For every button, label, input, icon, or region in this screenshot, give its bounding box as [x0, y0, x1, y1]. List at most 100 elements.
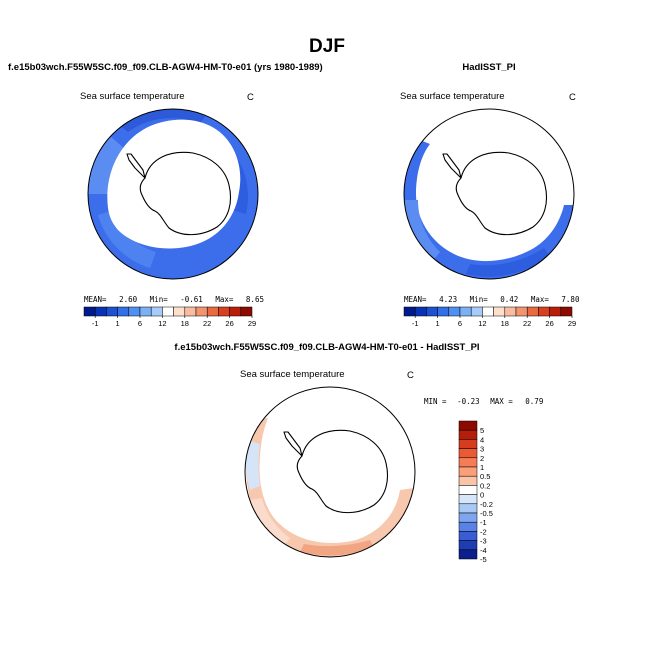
- colorbar-swatch: [458, 549, 478, 560]
- colorbar-swatch: [549, 306, 562, 317]
- colorbar-swatch: [504, 306, 517, 317]
- colorbar-tick-label: 0: [480, 491, 484, 500]
- colorbar-swatch: [218, 306, 230, 317]
- stats-line: MIN = -0.23 MAX = 0.79: [424, 397, 543, 406]
- colorbar-swatch: [458, 512, 478, 523]
- colorbar-tick-label: -1: [480, 518, 487, 527]
- colorbar-swatch: [150, 306, 163, 317]
- colorbar-swatch: [458, 429, 478, 440]
- polar-map: [87, 108, 259, 280]
- colorbar-swatch: [458, 485, 478, 495]
- panel-subtitle: Sea surface temperature: [240, 369, 345, 380]
- colorbar-tick-label: 26: [545, 319, 553, 328]
- colorbar-tick-label: 12: [478, 319, 486, 328]
- colorbar-swatch: [403, 306, 416, 317]
- map-boundary: [87, 108, 259, 280]
- colorbar-swatch: [117, 306, 130, 317]
- max-value: 7.80: [561, 295, 580, 304]
- units-label: C: [247, 92, 254, 103]
- colorbar-swatch: [538, 306, 550, 317]
- colorbar-swatch: [458, 439, 478, 449]
- panel-header: HadISST_PI: [462, 62, 515, 73]
- colorbar-swatch: [493, 306, 506, 317]
- mean-value: 4.23: [439, 295, 457, 304]
- colorbar-swatch: [470, 306, 483, 317]
- colorbar-swatch: [526, 306, 539, 317]
- max-label: Max=: [531, 295, 550, 304]
- colorbar-swatch: [482, 306, 494, 317]
- colorbar-swatch: [173, 306, 186, 317]
- colorbar-tick-label: 18: [501, 319, 509, 328]
- colorbar-tick-label: 3: [480, 445, 484, 454]
- panel-subtitle: Sea surface temperature: [400, 91, 505, 102]
- colorbar-swatch: [458, 457, 478, 468]
- colorbar-swatch: [128, 306, 141, 317]
- panel-header: f.e15b03wch.F55W5SC.f09_f09.CLB-AGW4-HM-…: [174, 342, 479, 353]
- units-label: C: [407, 370, 414, 381]
- colorbar-swatch: [515, 306, 528, 317]
- colorbar-swatch: [448, 306, 461, 317]
- colorbar-swatch: [458, 540, 478, 551]
- colorbar-tick-label: 1: [116, 319, 120, 328]
- colorbar-swatch: [560, 306, 573, 317]
- colorbar-swatch: [184, 306, 197, 317]
- colorbar-tick-label: 4: [480, 435, 484, 444]
- colorbar-tick-label: -3: [480, 537, 487, 546]
- colorbar-swatch: [240, 306, 253, 317]
- map-boundary: [244, 386, 416, 558]
- min-label: MIN =: [424, 397, 447, 406]
- panel-difference: f.e15b03wch.F55W5SC.f09_f09.CLB-AGW4-HM-…: [174, 342, 543, 564]
- colorbar-tick-label: 29: [248, 319, 256, 328]
- colorbar-swatch: [459, 306, 472, 317]
- polar-map: [403, 108, 575, 280]
- min-value: 0.42: [500, 295, 518, 304]
- colorbar-tick-label: 0.5: [480, 472, 490, 481]
- colorbar-tick-label: 12: [158, 319, 166, 328]
- polar-map: [244, 386, 416, 558]
- colorbar-swatch: [229, 306, 242, 317]
- min-value: -0.23: [457, 397, 480, 406]
- colorbar-swatch: [458, 531, 478, 541]
- colorbar-tick-label: 26: [225, 319, 233, 328]
- map-boundary: [403, 108, 575, 280]
- colorbar-tick-label: -1: [412, 319, 419, 328]
- panel-model: f.e15b03wch.F55W5SC.f09_f09.CLB-AGW4-HM-…: [8, 62, 323, 328]
- colorbar-tick-label: 0.2: [480, 481, 490, 490]
- colorbar-tick-label: 5: [480, 426, 484, 435]
- colorbar: -1 1 6 12 18 22 26 29: [403, 306, 576, 328]
- colorbar-tick-label: -5: [480, 555, 487, 564]
- colorbar-tick-label: -2: [480, 527, 487, 536]
- colorbar-tick-label: 29: [568, 319, 576, 328]
- colorbar-swatch: [106, 306, 118, 317]
- colorbar-swatch: [458, 521, 478, 532]
- panel-observations: HadISST_PI Sea surface temperature C MEA…: [400, 62, 580, 328]
- mean-value: 2.60: [119, 295, 138, 304]
- max-label: MAX =: [490, 397, 513, 406]
- max-label: Max=: [215, 295, 234, 304]
- colorbar-tick-label: 2: [480, 454, 484, 463]
- colorbar: -1 1 6 12 18 22 26 29: [83, 306, 256, 328]
- colorbar-swatch: [162, 306, 174, 317]
- colorbar-swatch: [94, 306, 107, 317]
- colorbar-tick-label: 22: [523, 319, 531, 328]
- colorbar-tick-label: 1: [480, 463, 484, 472]
- colorbar-swatch: [426, 306, 438, 317]
- colorbar-swatch: [458, 475, 478, 486]
- colorbar-tick-label: 1: [436, 319, 440, 328]
- colorbar-swatch: [458, 420, 478, 431]
- panel-subtitle: Sea surface temperature: [80, 91, 185, 102]
- mean-label: MEAN=: [404, 295, 427, 304]
- colorbar-swatch: [206, 306, 219, 317]
- colorbar-swatch: [458, 448, 478, 459]
- colorbar-tick-label: 22: [203, 319, 211, 328]
- figure-title: DJF: [309, 36, 345, 57]
- colorbar-tick-label: -0.5: [480, 509, 493, 518]
- colorbar-tick-label: 18: [181, 319, 189, 328]
- mean-label: MEAN=: [84, 295, 107, 304]
- stats-line: MEAN= 2.60 Min= -0.61 Max= 8.65: [84, 295, 264, 304]
- units-label: C: [569, 92, 576, 103]
- min-value: -0.61: [180, 295, 203, 304]
- colorbar-tick-label: -1: [92, 319, 99, 328]
